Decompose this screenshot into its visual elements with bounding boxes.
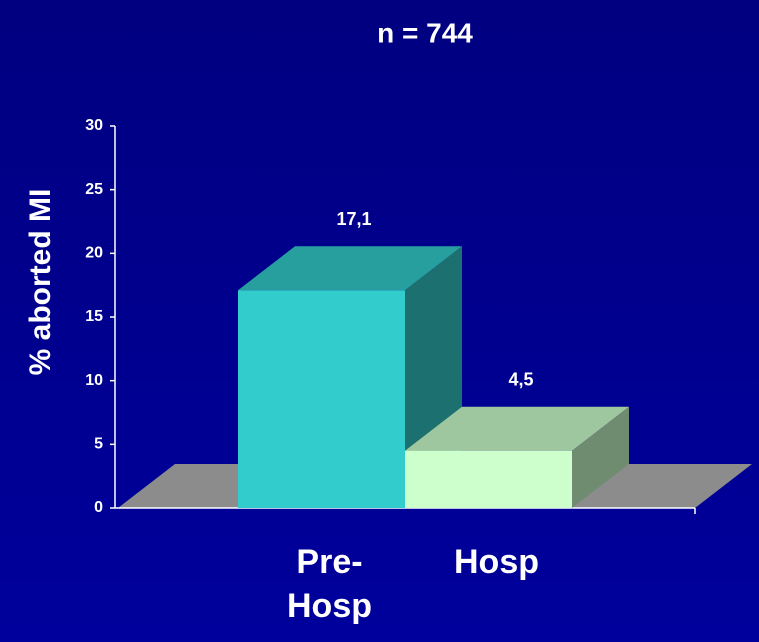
bar-side <box>572 406 629 508</box>
bar-top <box>238 246 462 291</box>
x-tick-label: Hosp <box>454 543 539 581</box>
y-tick-label: 5 <box>94 436 103 453</box>
y-axis-label: % aborted MI <box>24 189 57 376</box>
value-label: 17,1 <box>336 209 371 229</box>
y-tick-label: 30 <box>85 117 103 134</box>
bar <box>238 290 405 508</box>
y-tick-label: 20 <box>85 245 103 262</box>
value-label: 4,5 <box>508 369 533 389</box>
y-tick-label: 25 <box>85 181 103 198</box>
x-tick-label: Pre- Hosp <box>287 543 372 625</box>
bar-top <box>405 406 629 451</box>
y-tick-label: 15 <box>85 308 103 325</box>
bar <box>405 450 572 508</box>
chart-title: n = 744 <box>377 17 473 48</box>
y-tick-label: 10 <box>85 372 103 389</box>
y-tick-label: 0 <box>94 499 103 516</box>
